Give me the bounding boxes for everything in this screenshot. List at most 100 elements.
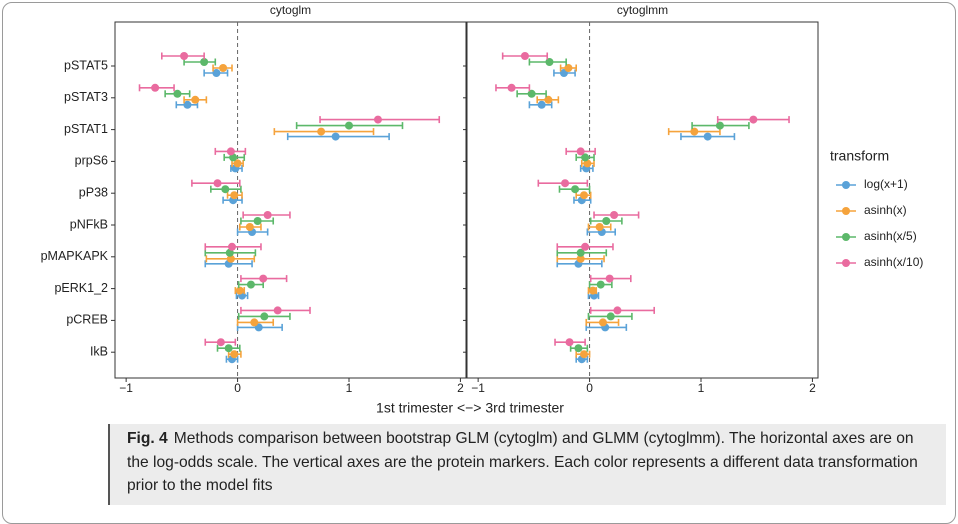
point [250,318,259,327]
caption: Fig. 4 Methods comparison between bootstr… [108,424,946,505]
point [224,344,233,353]
point [690,127,699,136]
point [507,83,516,92]
y-tick-label: pCREB [66,313,108,327]
strip-label: cytoglmm [617,3,668,17]
point [527,89,536,98]
legend-label: log(x+1) [864,177,908,191]
point [596,280,605,289]
point [580,191,588,200]
x-tick-label: 2 [457,381,464,395]
point [151,83,160,92]
y-tick-label: pERK1_2 [54,281,108,295]
point [581,153,590,162]
x-tick-label: 1 [346,381,353,395]
point [583,159,592,168]
point [213,179,222,188]
panel-background [114,21,467,379]
point [588,286,597,295]
y-tick-label: pSTAT5 [64,58,108,72]
point [537,100,546,109]
point [581,242,590,251]
point [233,159,242,168]
caption-text: Methods comparison between bootstrap GLM… [127,430,918,494]
point [605,274,614,283]
y-tick-label: prpS6 [75,154,108,168]
point [545,58,554,66]
point [273,306,282,315]
point [520,52,529,60]
point [246,280,255,289]
point [576,147,585,156]
y-tick-label: pSTAT1 [64,122,108,136]
point [200,58,209,66]
point [373,115,382,124]
point [606,312,615,321]
point [564,64,573,72]
point [228,242,236,251]
caption-label: Fig. 4 [127,430,168,447]
point [544,95,553,104]
x-tick-label: 0 [586,381,593,395]
legend-label: asinh(x/10) [864,255,923,269]
point [245,223,254,231]
point [216,338,225,347]
legend-swatch [842,233,850,241]
point [212,69,221,77]
y-tick-label: IkB [90,344,108,358]
legend-swatch [842,207,850,215]
point [345,121,353,130]
point [183,100,192,109]
point [565,338,574,347]
point [191,95,200,104]
point [598,318,607,327]
point [230,191,239,200]
point [221,185,230,194]
point [180,52,189,60]
point [715,121,724,130]
y-tick-label: pMAPKAPK [41,249,109,263]
point [595,223,604,231]
point [331,132,340,141]
point [259,274,268,283]
point [571,185,580,194]
point [173,89,182,98]
point [253,217,262,225]
y-tick-label: pSTAT3 [64,90,108,104]
point [263,211,272,219]
x-tick-label: −1 [471,381,485,395]
point [226,147,235,156]
point [576,248,585,257]
point [749,115,758,124]
point [317,127,326,136]
point [229,153,238,162]
panel-background [466,21,819,379]
point [574,344,583,353]
point [230,350,239,359]
point [580,350,588,359]
chart: 1st trimester <−> 3rd trimester transfor… [41,3,924,416]
x-tick-label: 0 [234,381,241,395]
y-tick-label: pP38 [79,185,108,199]
legend-swatch [842,259,850,267]
point [602,217,611,225]
point [260,312,269,321]
legend-swatch [842,181,850,189]
point [225,248,234,257]
legend-label: asinh(x/5) [864,229,917,243]
point [576,254,585,263]
point [561,179,570,188]
y-tick-label: pNFkB [70,217,108,231]
point [235,286,244,295]
point [703,132,712,141]
point [226,254,235,263]
point [219,64,228,72]
x-tick-label: −1 [119,381,133,395]
point [613,306,622,315]
legend-label: asinh(x) [864,203,907,217]
legend-title: transform [830,148,889,164]
x-axis-label: 1st trimester <−> 3rd trimester [376,400,564,416]
strip-label: cytoglm [270,3,311,17]
x-tick-label: 2 [809,381,816,395]
